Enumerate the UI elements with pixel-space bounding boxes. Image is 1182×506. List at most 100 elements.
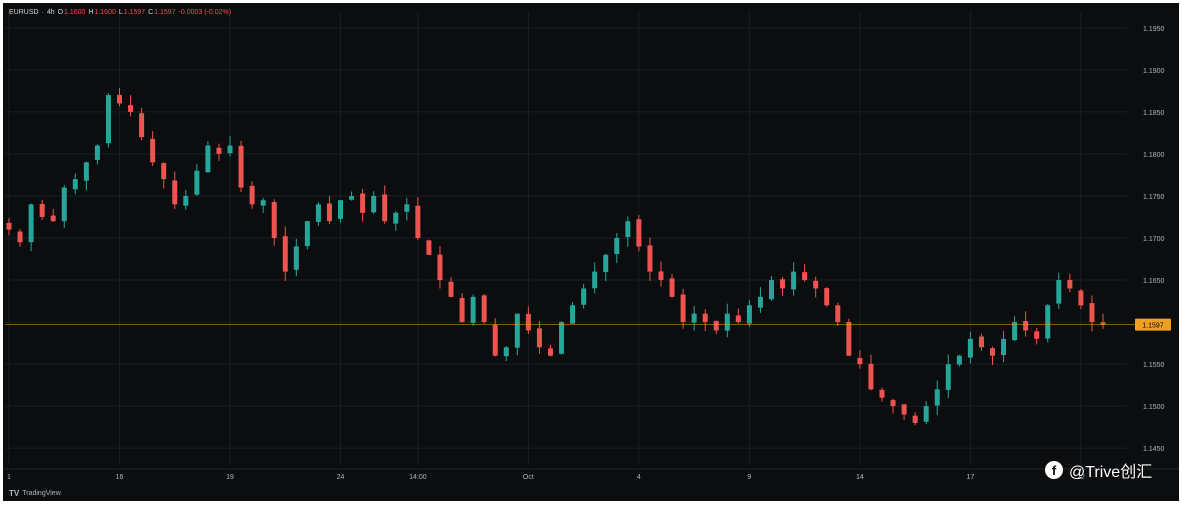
candle-down[interactable] bbox=[271, 202, 277, 238]
candle-down[interactable] bbox=[813, 280, 819, 289]
candle-up[interactable] bbox=[371, 195, 377, 213]
candle-down[interactable] bbox=[216, 147, 222, 154]
chart-panel[interactable]: 1.1950 1.1900 1.1850 1.1800 1.1750 1.1700 1.16… bbox=[3, 3, 1179, 501]
candle-down[interactable] bbox=[282, 236, 288, 272]
candle-down[interactable] bbox=[1023, 321, 1029, 331]
candle-up[interactable] bbox=[559, 322, 565, 354]
candle-down[interactable] bbox=[536, 328, 542, 348]
candle-down[interactable] bbox=[901, 404, 907, 415]
candle-down[interactable] bbox=[978, 336, 984, 348]
candle-up[interactable] bbox=[304, 221, 310, 247]
candle-up[interactable] bbox=[227, 145, 233, 154]
candle-down[interactable] bbox=[1067, 279, 1073, 289]
candle-up[interactable] bbox=[72, 179, 78, 190]
symbol-name[interactable]: EURUSD bbox=[9, 9, 39, 16]
candle-down[interactable] bbox=[492, 324, 498, 356]
candle-up[interactable] bbox=[746, 305, 752, 324]
candle-down[interactable] bbox=[647, 245, 653, 272]
candle-down[interactable] bbox=[547, 348, 553, 356]
candle-up[interactable] bbox=[514, 313, 520, 348]
candle-up[interactable] bbox=[194, 170, 200, 195]
candle-up[interactable] bbox=[967, 338, 973, 358]
candle-down[interactable] bbox=[1089, 303, 1095, 323]
candle-up[interactable] bbox=[691, 313, 697, 323]
candle-up[interactable] bbox=[183, 195, 189, 206]
candle-up[interactable] bbox=[1001, 338, 1007, 356]
candle-down[interactable] bbox=[780, 279, 786, 289]
candle-down[interactable] bbox=[39, 203, 45, 217]
candle-down[interactable] bbox=[437, 254, 443, 281]
candle-down[interactable] bbox=[890, 400, 896, 407]
candle-up[interactable] bbox=[61, 187, 67, 222]
candle-down[interactable] bbox=[824, 288, 830, 306]
candle-up[interactable] bbox=[1045, 305, 1051, 339]
candle-down[interactable] bbox=[912, 415, 918, 423]
candle-down[interactable] bbox=[879, 389, 885, 398]
candle-down[interactable] bbox=[735, 315, 741, 323]
candle-up[interactable] bbox=[934, 389, 940, 406]
candle-down[interactable] bbox=[172, 180, 178, 205]
candle-down[interactable] bbox=[117, 94, 123, 104]
candle-up[interactable] bbox=[603, 254, 609, 273]
candle-down[interactable] bbox=[161, 163, 167, 180]
candle-down[interactable] bbox=[6, 222, 12, 230]
candle-up[interactable] bbox=[94, 145, 100, 160]
candle-down[interactable] bbox=[448, 281, 454, 297]
interval-label[interactable]: 4h bbox=[46, 9, 55, 16]
candle-down[interactable] bbox=[669, 278, 675, 297]
candle-up[interactable] bbox=[757, 296, 763, 308]
candle-down[interactable] bbox=[636, 219, 642, 247]
candle-up[interactable] bbox=[349, 195, 355, 200]
candle-up[interactable] bbox=[570, 305, 576, 324]
candle-down[interactable] bbox=[835, 305, 841, 323]
candle-up[interactable] bbox=[625, 221, 631, 238]
tradingview-branding[interactable]: TV TradingView bbox=[9, 489, 61, 498]
candle-up[interactable] bbox=[1056, 280, 1062, 304]
candle-up[interactable] bbox=[205, 145, 211, 173]
candle-down[interactable] bbox=[713, 320, 719, 331]
candle-up[interactable] bbox=[581, 288, 587, 305]
candle-down[interactable] bbox=[17, 231, 23, 243]
candle-up[interactable] bbox=[83, 162, 89, 181]
candle-down[interactable] bbox=[139, 113, 145, 138]
candle-down[interactable] bbox=[680, 294, 686, 323]
candle-up[interactable] bbox=[956, 355, 962, 365]
candle-up[interactable] bbox=[592, 271, 598, 289]
candle-down[interactable] bbox=[658, 271, 664, 281]
candle-up[interactable] bbox=[293, 246, 299, 270]
candle-down[interactable] bbox=[868, 363, 874, 390]
candle-down[interactable] bbox=[426, 240, 432, 255]
candle-down[interactable] bbox=[238, 145, 244, 188]
candle-up[interactable] bbox=[105, 95, 111, 144]
candle-down[interactable] bbox=[857, 357, 863, 365]
candle-down[interactable] bbox=[1034, 331, 1040, 339]
candle-up[interactable] bbox=[404, 204, 410, 212]
candle-up[interactable] bbox=[338, 200, 344, 219]
candle-up[interactable] bbox=[724, 313, 730, 331]
candle-up[interactable] bbox=[315, 204, 321, 222]
candle-up[interactable] bbox=[28, 204, 34, 243]
candle-up[interactable] bbox=[791, 271, 797, 290]
candle-down[interactable] bbox=[1078, 290, 1084, 306]
candle-down[interactable] bbox=[382, 194, 388, 222]
candle-down[interactable] bbox=[249, 185, 255, 205]
candle-up[interactable] bbox=[470, 296, 476, 323]
candle-down[interactable] bbox=[326, 203, 332, 222]
candle-down[interactable] bbox=[459, 297, 465, 323]
candle-up[interactable] bbox=[393, 212, 399, 224]
candle-down[interactable] bbox=[415, 205, 421, 238]
candle-up[interactable] bbox=[768, 280, 774, 300]
candle-down[interactable] bbox=[525, 313, 531, 331]
candle-down[interactable] bbox=[846, 322, 852, 356]
candle-up[interactable] bbox=[1012, 322, 1018, 341]
candle-up[interactable] bbox=[614, 238, 620, 254]
candle-up[interactable] bbox=[503, 347, 509, 357]
candle-down[interactable] bbox=[50, 215, 56, 222]
candle-down[interactable] bbox=[128, 105, 134, 112]
candle-up[interactable] bbox=[923, 406, 929, 422]
candlestick-chart[interactable]: 1.1950 1.1900 1.1850 1.1800 1.1750 1.1700 1.16… bbox=[3, 3, 1179, 501]
candle-down[interactable] bbox=[702, 313, 708, 323]
candle-up[interactable] bbox=[260, 200, 266, 206]
candle-down[interactable] bbox=[150, 138, 156, 163]
candle-down[interactable] bbox=[360, 193, 366, 213]
